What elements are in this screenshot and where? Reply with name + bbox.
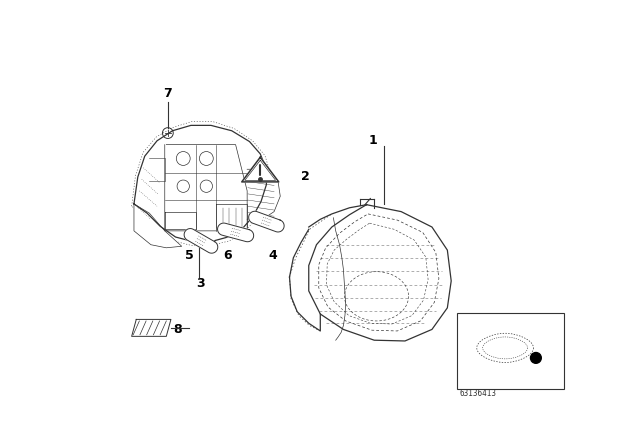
Polygon shape — [134, 125, 266, 241]
Polygon shape — [242, 157, 279, 182]
Polygon shape — [308, 205, 451, 341]
Text: 6: 6 — [223, 249, 232, 262]
Polygon shape — [249, 211, 284, 232]
Bar — [458, 313, 564, 389]
Text: 63136413: 63136413 — [460, 389, 497, 398]
Text: 8: 8 — [173, 323, 182, 336]
Text: 9: 9 — [259, 199, 268, 212]
Polygon shape — [218, 223, 253, 242]
Polygon shape — [134, 204, 182, 248]
Polygon shape — [184, 228, 218, 253]
Polygon shape — [132, 319, 171, 336]
Text: 4: 4 — [268, 249, 277, 262]
Text: 3: 3 — [196, 277, 205, 290]
Text: 2: 2 — [301, 170, 309, 184]
Text: 5: 5 — [185, 249, 194, 262]
Polygon shape — [247, 169, 280, 220]
Text: 1: 1 — [368, 134, 377, 146]
Circle shape — [531, 353, 541, 363]
Text: 7: 7 — [163, 87, 172, 100]
